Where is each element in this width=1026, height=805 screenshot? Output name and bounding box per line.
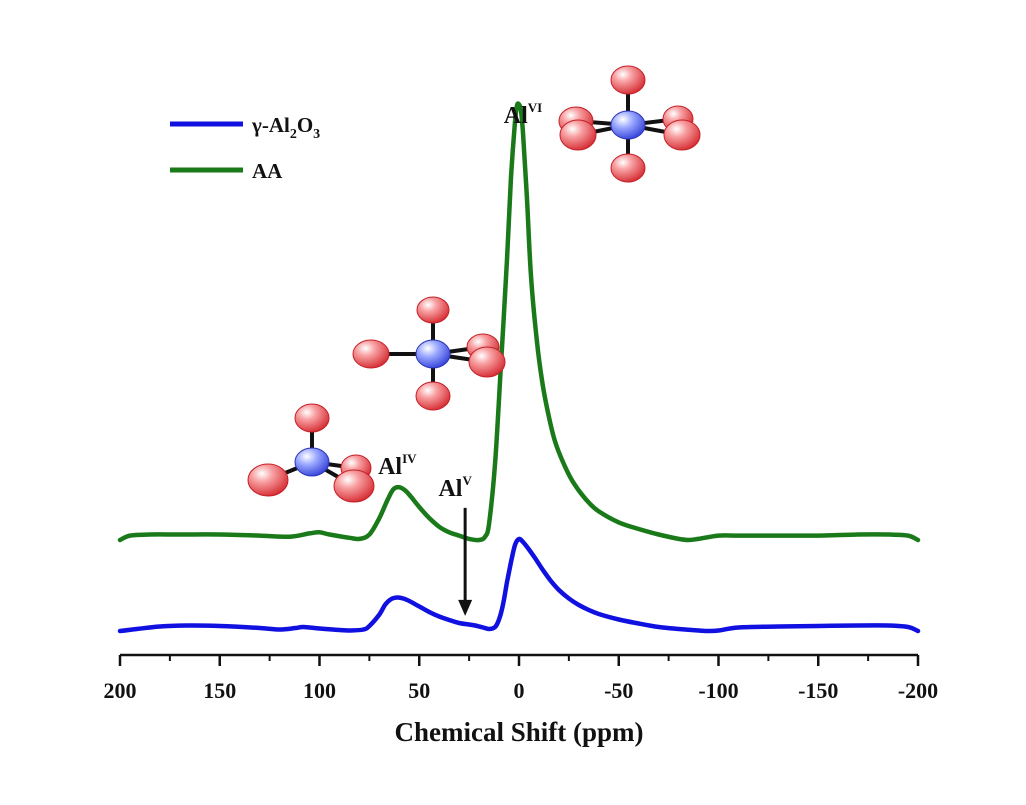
- aluminum-atom: [294, 447, 330, 477]
- x-tick-label: -150: [798, 678, 838, 703]
- x-tick-label: 50: [408, 678, 430, 703]
- series-layer: [117, 101, 921, 634]
- oxygen-atom: [610, 65, 646, 95]
- oxygen-atom: [610, 153, 646, 183]
- legend-item-aa: AA: [170, 159, 283, 183]
- legend-label-gamma-alumina: γ-Al2O3: [251, 113, 320, 142]
- x-tick-label: 0: [514, 678, 525, 703]
- x-tick-label: 150: [203, 678, 236, 703]
- x-axis-title: Chemical Shift (ppm): [395, 717, 644, 747]
- peak-label-al-iv: AlIV: [378, 451, 417, 480]
- legend-item-gamma-alumina: γ-Al2O3: [170, 113, 320, 142]
- x-tick-label: -100: [698, 678, 738, 703]
- peak-label-al-vi: AlVI: [504, 100, 542, 129]
- oxygen-atom: [247, 463, 289, 497]
- oxygen-atom: [663, 119, 701, 151]
- x-tick-label: 100: [303, 678, 336, 703]
- legend: γ-Al2O3 AA: [170, 113, 320, 183]
- peak-label-al-v: AlV: [438, 473, 472, 502]
- al-v-arrow-head: [458, 599, 473, 616]
- aluminum-atom: [415, 339, 451, 369]
- oxygen-atom: [559, 119, 597, 151]
- aluminum-atom: [610, 110, 646, 140]
- plot-area: 200 150 100 50 0 -50 -100 -150 -200 AlVI AlIV AlV: [104, 100, 939, 703]
- series-line-aa: [117, 101, 921, 543]
- octahedral-alo6-molecule-icon: [558, 65, 701, 183]
- tetrahedral-alo4-molecule-icon: [247, 403, 375, 503]
- x-tick-label: -200: [898, 678, 938, 703]
- oxygen-atom: [416, 296, 450, 324]
- oxygen-atom: [294, 403, 330, 433]
- pentacoordinate-alo5-molecule-icon: [352, 296, 506, 411]
- legend-label-aa: AA: [252, 159, 283, 183]
- series-line-gamma-alumina: [117, 536, 921, 634]
- molecule-illustrations: [247, 65, 701, 503]
- oxygen-atom: [415, 381, 451, 411]
- peak-annotations: AlVI AlIV AlV: [378, 100, 542, 616]
- x-tick-label: 200: [104, 678, 137, 703]
- x-tick-label: -50: [604, 678, 633, 703]
- oxygen-atom: [468, 346, 506, 378]
- oxygen-atom: [352, 339, 390, 369]
- x-axis: 200 150 100 50 0 -50 -100 -150 -200: [104, 653, 938, 703]
- oxygen-atom: [333, 469, 375, 503]
